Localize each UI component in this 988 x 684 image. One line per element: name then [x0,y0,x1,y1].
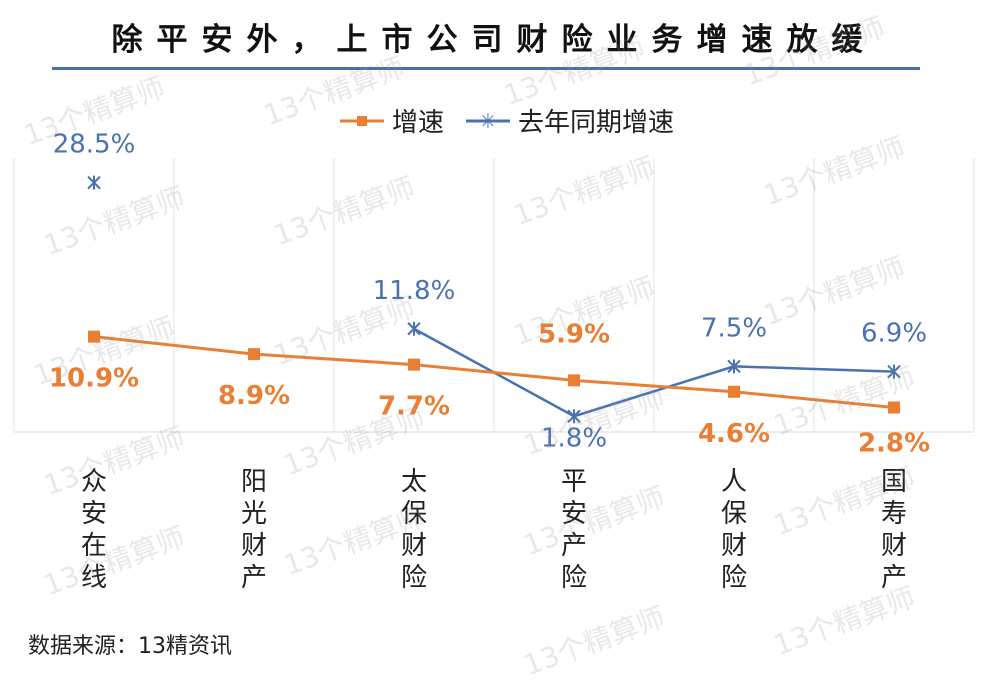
x-tick-label-5: 国寿财产 [881,467,907,593]
series-1-data-label-1: 8.9% [218,381,290,411]
x-tick-label-2: 太保财险 [401,467,427,593]
series-2-data-label-4: 7.5% [701,313,767,343]
source-note: 数据来源：13精资讯 [28,634,232,659]
series-1-data-label-5: 2.8% [858,429,930,459]
series-1-data-label-2: 7.7% [378,392,450,422]
series-1-point-0 [88,330,100,343]
series-2-point-2 [407,321,421,336]
series-2-data-label-3: 1.8% [541,423,607,453]
series-2-point-5 [887,364,901,379]
x-tick-label-4: 人保财险 [721,467,747,593]
x-tick-label-1: 阳光财产 [241,467,267,593]
series-2-data-label-2: 11.8% [373,276,456,306]
legend-swatch-series-1 [340,115,384,126]
title-underline [52,67,920,70]
series-1-data-label-3: 5.9% [538,319,610,349]
series-1-point-2 [408,358,420,371]
series-2-data-label-5: 6.9% [861,319,927,349]
series-2-point-3 [567,409,581,424]
series-2-line-segment-1 [573,365,735,418]
legend-item-series-2: ✳ 去年同期增速 [466,102,674,139]
chart-title: 除平安外，上市公司财险业务增速放缓 [111,22,877,58]
series-1-data-label-4: 4.6% [698,419,770,449]
series-1-point-5 [888,401,900,414]
legend-swatch-series-2: ✳ [466,111,511,131]
series-1-line [93,335,895,409]
chart-legend: 增速 ✳ 去年同期增速 [340,102,674,139]
series-2-data-label-0: 28.5% [53,130,136,160]
series-1-point-1 [248,348,260,361]
legend-item-series-1: 增速 [340,102,444,139]
legend-label-series-2: 去年同期增速 [518,108,675,138]
series-1-point-4 [728,385,740,398]
legend-label-series-1: 增速 [392,108,445,138]
series-2-line-segment-2 [733,365,895,373]
svg-text:✳: ✳ [480,111,497,131]
series-1-data-label-0: 10.9% [49,364,139,394]
x-tick-label-3: 平安产险 [561,467,587,593]
series-2-point-4 [727,359,741,374]
x-tick-label-0: 众安在线 [81,467,107,593]
series-2-point-0 [87,175,101,190]
series-1-point-3 [568,374,580,387]
